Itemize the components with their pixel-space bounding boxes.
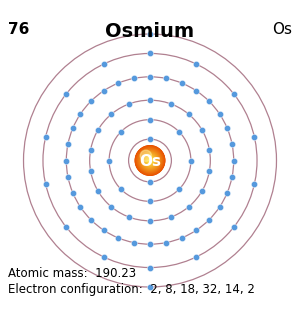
Circle shape (144, 155, 156, 166)
Circle shape (146, 156, 154, 165)
Circle shape (142, 152, 158, 169)
Circle shape (147, 157, 153, 164)
Text: Electron configuration:  2, 8, 18, 32, 14, 2: Electron configuration: 2, 8, 18, 32, 14… (8, 283, 255, 296)
Circle shape (147, 158, 153, 163)
Circle shape (141, 151, 159, 170)
Circle shape (145, 156, 155, 165)
Circle shape (149, 160, 151, 161)
Circle shape (141, 152, 159, 169)
Circle shape (136, 147, 164, 174)
Circle shape (141, 151, 159, 170)
Circle shape (148, 159, 152, 162)
Circle shape (146, 156, 154, 165)
Circle shape (137, 147, 163, 174)
Circle shape (148, 159, 152, 162)
Text: 76: 76 (8, 22, 29, 37)
Circle shape (146, 157, 154, 164)
Circle shape (148, 159, 152, 162)
Circle shape (148, 159, 152, 162)
Circle shape (136, 146, 164, 175)
Text: Atomic mass:  190.23: Atomic mass: 190.23 (8, 267, 136, 280)
Circle shape (145, 155, 155, 166)
Circle shape (140, 150, 160, 171)
Circle shape (137, 148, 163, 173)
Circle shape (146, 157, 154, 164)
Circle shape (136, 147, 164, 174)
Circle shape (138, 148, 162, 173)
Circle shape (144, 154, 156, 167)
Circle shape (144, 154, 156, 167)
Circle shape (146, 156, 154, 165)
Circle shape (142, 152, 158, 169)
Circle shape (143, 154, 157, 167)
Circle shape (136, 146, 164, 175)
Circle shape (143, 154, 157, 167)
Circle shape (140, 150, 152, 161)
Circle shape (142, 152, 158, 169)
Circle shape (142, 153, 158, 168)
Circle shape (145, 155, 155, 166)
Circle shape (143, 154, 157, 167)
Circle shape (138, 149, 162, 172)
Circle shape (135, 146, 165, 175)
Circle shape (138, 148, 162, 173)
Circle shape (139, 150, 161, 171)
Circle shape (142, 153, 158, 168)
Circle shape (147, 158, 153, 163)
Circle shape (141, 152, 159, 169)
Circle shape (148, 158, 152, 163)
Circle shape (135, 146, 165, 175)
Circle shape (143, 153, 157, 168)
Circle shape (148, 158, 152, 163)
Circle shape (142, 153, 158, 168)
Circle shape (142, 152, 158, 169)
Circle shape (139, 149, 161, 172)
Circle shape (144, 155, 156, 166)
Text: Os: Os (272, 22, 292, 37)
Circle shape (137, 148, 163, 173)
Circle shape (139, 149, 161, 172)
Circle shape (137, 147, 163, 174)
Circle shape (136, 147, 164, 174)
Circle shape (140, 151, 160, 170)
Circle shape (145, 155, 155, 166)
Circle shape (149, 160, 151, 161)
Circle shape (149, 160, 151, 161)
Circle shape (140, 150, 160, 171)
Circle shape (143, 153, 157, 168)
Circle shape (140, 150, 160, 171)
Circle shape (147, 158, 153, 163)
Circle shape (141, 152, 159, 169)
Circle shape (138, 149, 162, 172)
Circle shape (138, 149, 162, 172)
Circle shape (136, 146, 164, 175)
Text: Osmium: Osmium (105, 22, 195, 41)
Circle shape (149, 159, 151, 162)
Circle shape (140, 151, 160, 170)
Circle shape (146, 157, 154, 164)
Circle shape (149, 160, 151, 161)
Circle shape (146, 156, 154, 165)
Circle shape (139, 149, 161, 172)
Text: Os: Os (139, 154, 161, 169)
Circle shape (145, 155, 155, 166)
Circle shape (147, 157, 153, 164)
Circle shape (140, 151, 160, 170)
Circle shape (137, 148, 163, 173)
Circle shape (139, 150, 161, 171)
